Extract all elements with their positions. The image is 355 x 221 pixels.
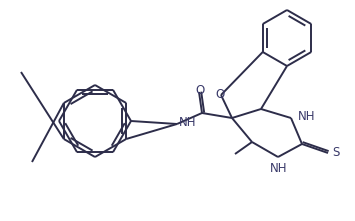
Text: O: O (215, 88, 225, 101)
Text: S: S (332, 147, 339, 160)
Text: NH: NH (179, 116, 197, 130)
Text: NH: NH (298, 110, 316, 124)
Text: O: O (195, 84, 204, 97)
Text: NH: NH (270, 162, 288, 175)
